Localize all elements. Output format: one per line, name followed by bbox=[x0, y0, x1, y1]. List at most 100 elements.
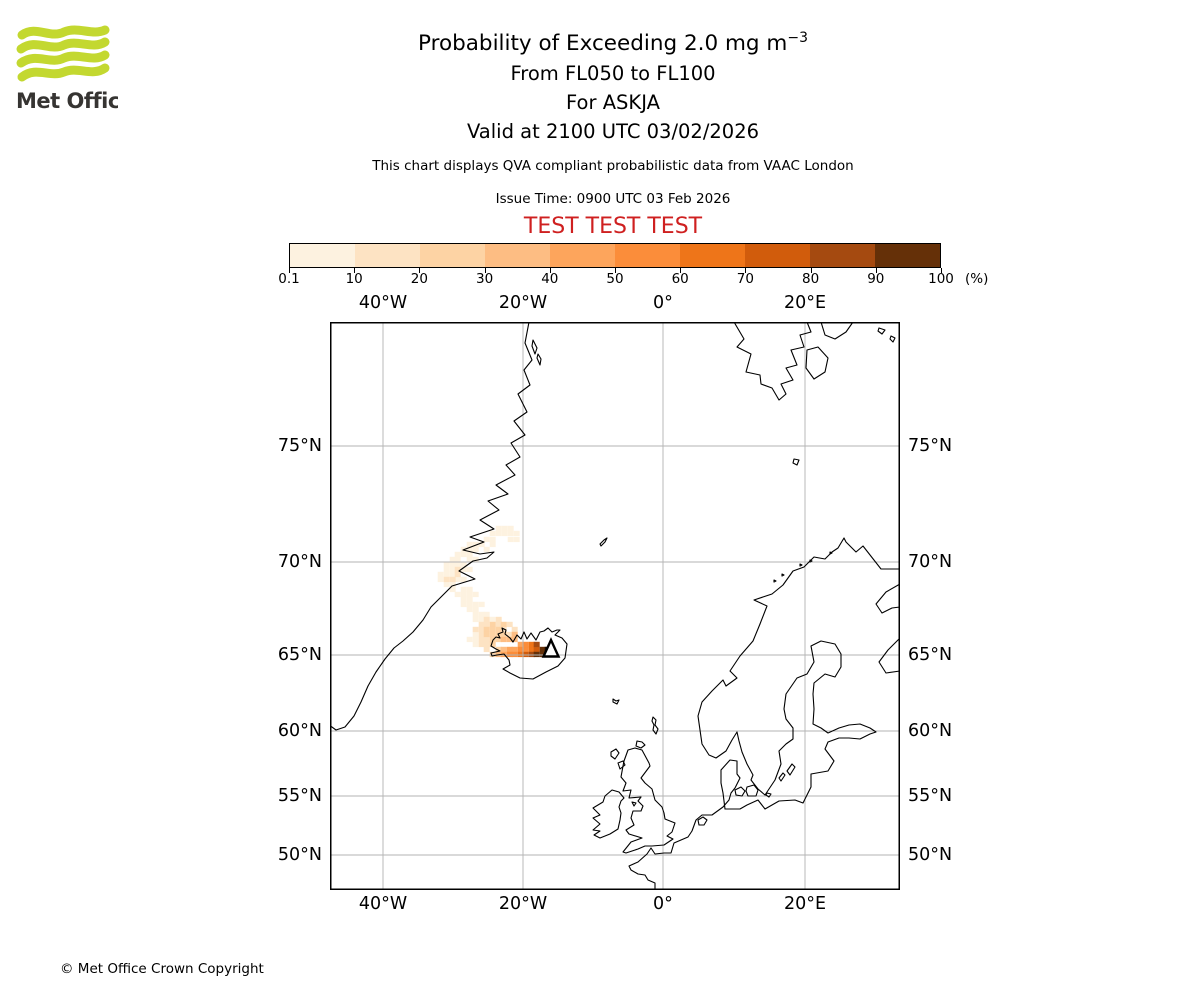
colorbar-segment-6 bbox=[615, 244, 680, 267]
probability-cell bbox=[489, 541, 496, 548]
probability-cell bbox=[500, 636, 507, 643]
colorbar-tick-label: 10 bbox=[345, 271, 363, 287]
probability-cell bbox=[466, 541, 473, 548]
probability-cell bbox=[466, 566, 473, 573]
probability-cell bbox=[483, 546, 490, 553]
lat-label-left: 60°N bbox=[277, 721, 322, 741]
colorbar-tick bbox=[549, 268, 551, 273]
probability-cell bbox=[483, 621, 490, 628]
colorbar-tick-label: 0.1 bbox=[278, 271, 300, 287]
probability-cell bbox=[454, 591, 461, 598]
colorbar-tick-label: 50 bbox=[606, 271, 624, 287]
lat-label-left: 55°N bbox=[277, 786, 322, 806]
probability-cell bbox=[522, 646, 529, 653]
probability-cell bbox=[507, 530, 514, 537]
hebrides-islands bbox=[610, 748, 626, 770]
met-office-logo: Met Office bbox=[14, 22, 134, 122]
colorbar-tick-label: 70 bbox=[736, 271, 754, 287]
probability-cell bbox=[495, 646, 502, 653]
probability-cell bbox=[506, 631, 513, 638]
colorbar-tick-label: 20 bbox=[410, 271, 428, 287]
probability-cell bbox=[472, 591, 479, 598]
probability-cell bbox=[489, 651, 496, 658]
scandinavia-coastline bbox=[628, 537, 901, 891]
jan-mayen-island bbox=[599, 537, 608, 547]
probability-cell bbox=[466, 586, 473, 593]
colorbar-segment-7 bbox=[680, 244, 745, 267]
probability-cell bbox=[517, 651, 524, 658]
colorbar-tick-label: 90 bbox=[867, 271, 885, 287]
probability-cell bbox=[472, 631, 479, 638]
gotland-island bbox=[786, 763, 796, 776]
probability-cell bbox=[472, 616, 479, 623]
subtitle-valid-time: Valid at 2100 UTC 03/02/2026 bbox=[466, 120, 760, 144]
probability-cell bbox=[501, 525, 508, 532]
probability-cell bbox=[483, 646, 490, 653]
probability-cell bbox=[511, 631, 518, 638]
probability-cell bbox=[454, 556, 461, 563]
copyright-text: © Met Office Crown Copyright bbox=[60, 961, 264, 977]
probability-cell bbox=[478, 616, 485, 623]
oland-island bbox=[778, 772, 786, 782]
probability-cell bbox=[478, 631, 485, 638]
probability-cell bbox=[449, 556, 456, 563]
colorbar-tick bbox=[484, 268, 486, 273]
probability-cell bbox=[517, 646, 524, 653]
lon-label-bottom: 20°W bbox=[498, 894, 548, 914]
probability-cell bbox=[449, 576, 456, 583]
probability-cell bbox=[506, 636, 513, 643]
greenland-coastline bbox=[327, 321, 533, 731]
probability-cell bbox=[478, 626, 485, 633]
colorbar-tick bbox=[354, 268, 356, 273]
map-border bbox=[330, 322, 900, 890]
probability-cell bbox=[466, 551, 473, 558]
probability-cell bbox=[478, 611, 485, 618]
probability-cell bbox=[454, 576, 461, 583]
probability-cell bbox=[506, 621, 513, 628]
probability-cell bbox=[495, 621, 502, 628]
qva-info-text: This chart displays QVA compliant probab… bbox=[372, 158, 854, 174]
lat-label-left: 65°N bbox=[277, 645, 322, 665]
great-britain-coastline bbox=[620, 747, 676, 854]
lat-label-right: 75°N bbox=[908, 436, 953, 456]
probability-cell bbox=[506, 646, 513, 653]
probability-cell bbox=[460, 586, 467, 593]
probability-cell bbox=[478, 641, 485, 648]
bear-island bbox=[792, 458, 800, 466]
probability-cell bbox=[460, 601, 467, 608]
probability-cell bbox=[501, 530, 508, 537]
probability-cell bbox=[511, 646, 518, 653]
probability-cell bbox=[466, 601, 473, 608]
probability-cell bbox=[466, 636, 473, 643]
probability-cell bbox=[472, 546, 479, 553]
probability-cell bbox=[478, 541, 485, 548]
probability-cell bbox=[483, 611, 490, 618]
lon-label-top: 20°E bbox=[783, 293, 827, 313]
probability-cell bbox=[449, 571, 456, 578]
probability-cell bbox=[500, 631, 507, 638]
probability-cell bbox=[528, 651, 535, 658]
probability-cell bbox=[489, 621, 496, 628]
probability-cell bbox=[507, 525, 514, 532]
colorbar bbox=[289, 243, 941, 268]
probability-cell bbox=[511, 626, 518, 633]
lat-label-right: 50°N bbox=[908, 845, 953, 865]
probability-cell bbox=[466, 591, 473, 598]
probability-cell bbox=[478, 601, 485, 608]
white-sea-coast-upper bbox=[875, 583, 901, 614]
colorbar-tick-label: 80 bbox=[802, 271, 820, 287]
title-block: Probability of Exceeding 2.0 mg m−3 From… bbox=[113, 0, 1113, 143]
probability-cell bbox=[495, 626, 502, 633]
lon-label-top: 0° bbox=[653, 293, 673, 313]
probability-cell bbox=[533, 646, 540, 653]
test-banner: TEST TEST TEST bbox=[523, 214, 703, 239]
lat-label-right: 60°N bbox=[908, 721, 953, 741]
colorbar-segment-10 bbox=[875, 244, 940, 267]
probability-cell bbox=[483, 536, 490, 543]
isle-of-man bbox=[631, 801, 637, 807]
colorbar-tick bbox=[615, 268, 616, 273]
lat-label-right: 65°N bbox=[908, 645, 953, 665]
probability-cell bbox=[489, 636, 496, 643]
colorbar-segment-9 bbox=[810, 244, 875, 267]
probability-cell bbox=[466, 546, 473, 553]
